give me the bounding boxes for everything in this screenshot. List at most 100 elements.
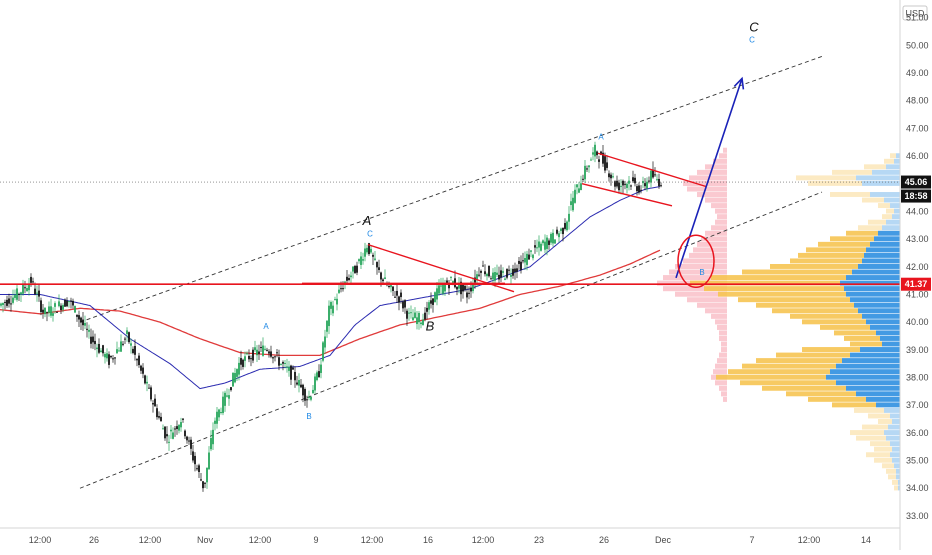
- candle-body: [624, 183, 626, 185]
- candle-body: [634, 177, 636, 184]
- volume-profile-up-bar: [862, 424, 888, 430]
- candle-body: [420, 322, 422, 325]
- session-profile-bar: [675, 291, 727, 297]
- x-tick-label: 12:00: [361, 535, 384, 545]
- candle-body: [544, 241, 546, 250]
- candle-body: [152, 403, 154, 405]
- volume-profile-up-bar: [728, 369, 830, 375]
- fast-moving-average-line: [0, 186, 661, 390]
- y-tick-label: 50.00: [906, 40, 929, 50]
- currency-label: USD: [905, 9, 925, 19]
- session-profile-bar: [719, 352, 727, 358]
- volume-profile-up-bar: [806, 247, 866, 253]
- candle-body: [52, 313, 54, 316]
- x-tick-label: 12:00: [139, 535, 162, 545]
- candle-body: [204, 482, 206, 484]
- volume-profile-down-bar: [876, 402, 900, 408]
- volume-profile-down-bar: [876, 330, 900, 336]
- candle-body: [478, 274, 480, 276]
- candle-body: [300, 384, 302, 388]
- volume-profile-up-bar: [874, 457, 892, 463]
- candle-body: [424, 312, 426, 320]
- candle-body: [592, 152, 594, 155]
- candle-body: [472, 284, 474, 292]
- candle-body: [528, 254, 530, 260]
- candle-body: [402, 301, 404, 309]
- x-tick-label: 26: [599, 535, 609, 545]
- candle-body: [336, 298, 338, 305]
- volume-profile-down-bar: [894, 158, 900, 164]
- volume-profile-layer: [657, 147, 900, 491]
- session-profile-bar: [723, 147, 727, 153]
- candle-body: [552, 232, 554, 244]
- candle-body: [638, 185, 640, 193]
- candle-body: [226, 395, 228, 397]
- candle-body: [458, 283, 460, 289]
- x-tick-label: 12:00: [29, 535, 52, 545]
- session-profile-bar: [705, 308, 727, 314]
- volume-profile-down-bar: [850, 352, 900, 358]
- candle-body: [18, 293, 20, 295]
- volume-profile-down-bar: [852, 269, 900, 275]
- candle-body: [32, 281, 34, 283]
- volume-profile-down-bar: [884, 407, 900, 413]
- currency-badge[interactable]: [902, 5, 928, 21]
- candle-body: [356, 265, 358, 273]
- volume-profile-up-bar: [808, 396, 866, 402]
- candle-body: [38, 290, 40, 297]
- x-tick-label: Nov: [197, 535, 214, 545]
- candle-body: [566, 221, 568, 231]
- candle-body: [144, 375, 146, 384]
- candle-body: [410, 312, 412, 314]
- session-profile-bar: [705, 230, 727, 236]
- candle-body: [4, 301, 6, 303]
- candle-body: [330, 302, 332, 309]
- candle-body: [352, 266, 354, 272]
- candle-body: [656, 179, 658, 181]
- volume-profile-up-bar: [738, 297, 850, 303]
- candle-body: [264, 348, 266, 350]
- volume-profile-up-bar: [882, 463, 894, 469]
- candle-body: [12, 297, 14, 303]
- candle-body: [370, 248, 372, 253]
- candle-body: [466, 292, 468, 298]
- wave-label-small: C: [749, 36, 755, 45]
- candle-body: [604, 156, 606, 171]
- volume-profile-down-bar: [866, 396, 900, 402]
- candle-body: [34, 288, 36, 295]
- candle-body: [24, 287, 26, 289]
- candle-body: [16, 288, 18, 300]
- volume-profile-up-bar: [844, 335, 880, 341]
- candles-layer: [0, 141, 662, 492]
- candle-body: [414, 312, 416, 318]
- candle-body: [602, 152, 604, 164]
- candle-body: [234, 372, 236, 383]
- candle-body: [530, 250, 532, 252]
- candle-body: [56, 311, 58, 313]
- candle-body: [252, 349, 254, 361]
- candle-body: [70, 300, 72, 302]
- candle-body: [108, 354, 110, 365]
- session-profile-bar: [721, 341, 727, 347]
- volume-profile-up-bar: [866, 452, 890, 458]
- candle-body: [298, 380, 300, 386]
- volume-profile-up-bar: [798, 252, 864, 258]
- volume-profile-up-bar: [858, 225, 882, 231]
- volume-profile-up-bar: [776, 352, 850, 358]
- volume-profile-up-bar: [846, 230, 878, 236]
- session-profile-bar: [721, 347, 727, 353]
- volume-profile-down-bar: [884, 197, 900, 203]
- candle-body: [598, 159, 600, 162]
- candle-body: [616, 180, 618, 187]
- candle-body: [418, 312, 420, 323]
- candle-body: [372, 254, 374, 257]
- volume-profile-up-bar: [742, 269, 852, 275]
- candle-body: [492, 272, 494, 280]
- candle-body: [92, 336, 94, 343]
- candle-body: [496, 272, 498, 275]
- candle-body: [220, 411, 222, 413]
- candle-body: [494, 272, 496, 281]
